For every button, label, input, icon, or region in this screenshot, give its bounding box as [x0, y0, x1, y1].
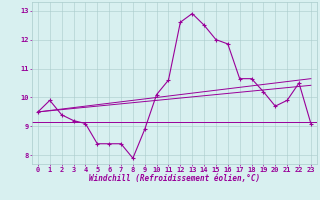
X-axis label: Windchill (Refroidissement éolien,°C): Windchill (Refroidissement éolien,°C) — [89, 174, 260, 183]
